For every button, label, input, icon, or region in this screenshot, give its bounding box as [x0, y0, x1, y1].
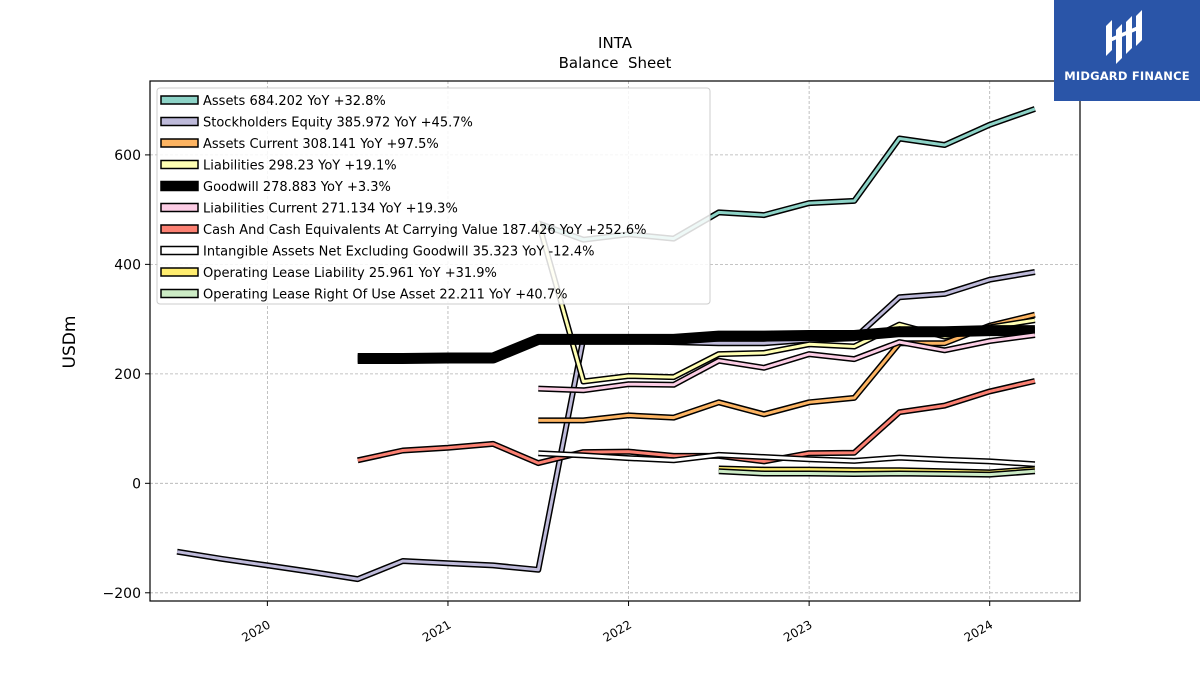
legend-swatch [160, 202, 199, 213]
legend-item: Cash And Cash Equivalents At Carrying Va… [160, 223, 646, 238]
legend-swatch [160, 95, 199, 105]
series-line [357, 379, 1036, 465]
chart-title: INTA [598, 34, 633, 52]
legend-item: Liabilities Current 271.134 YoY +19.3% [160, 202, 458, 217]
legend-label: Cash And Cash Equivalents At Carrying Va… [203, 223, 646, 238]
legend-item: Intangible Assets Net Excluding Goodwill… [160, 245, 594, 260]
legend-item: Goodwill 278.883 YoY +3.3% [160, 180, 391, 195]
legend-label: Assets 684.202 YoY +32.8% [203, 94, 386, 109]
x-tick-label: 2021 [420, 617, 453, 644]
legend-item: Stockholders Equity 385.972 YoY +45.7% [160, 116, 473, 131]
series-1 [176, 269, 1036, 583]
series-2 [538, 311, 1036, 424]
legend-swatch [160, 288, 199, 299]
y-tick-label: 0 [132, 476, 141, 492]
series-line [538, 451, 1035, 466]
plot-frame [149, 80, 1081, 602]
midgard-finance-logo: MIDGARD FINANCE [1054, 0, 1200, 101]
series-line [357, 326, 1035, 363]
legend-swatch [160, 245, 199, 256]
legend-swatch [160, 159, 199, 170]
legend-swatch [160, 116, 199, 127]
series-6 [357, 378, 1036, 467]
series-line [176, 270, 1036, 581]
x-tick-label: 2024 [962, 617, 995, 644]
series-layer [176, 106, 1036, 583]
y-tick-label: −200 [103, 586, 141, 602]
legend-swatch [160, 180, 199, 192]
legend-item: Assets 684.202 YoY +32.8% [160, 94, 386, 109]
series-line [538, 333, 1036, 392]
series-outline [176, 269, 1036, 583]
x-tick-label: 2020 [239, 617, 272, 644]
legend-item: Liabilities 298.23 YoY +19.1% [160, 159, 397, 174]
legend-label: Operating Lease Liability 25.961 YoY +31… [203, 266, 497, 281]
legend-swatch [160, 224, 199, 234]
series-7 [538, 450, 1036, 468]
legend-box [156, 87, 711, 305]
legend-item: Operating Lease Liability 25.961 YoY +31… [160, 266, 497, 281]
legend: Assets 684.202 YoY +32.8% Stockholders Eq… [156, 87, 711, 305]
y-tick-label: 600 [114, 148, 141, 164]
x-tick-label: 2023 [781, 617, 814, 644]
legend-label: Liabilities Current 271.134 YoY +19.3% [203, 202, 458, 217]
legend-label: Intangible Assets Net Excluding Goodwill… [203, 245, 594, 260]
y-axis-label: USDm [60, 316, 80, 369]
series-9 [718, 468, 1036, 478]
y-tick-label: 400 [114, 257, 141, 273]
y-tick-label: 200 [114, 367, 141, 383]
logo-text: MIDGARD FINANCE [1064, 69, 1190, 83]
series-line [718, 469, 1036, 477]
legend-label: Liabilities 298.23 YoY +19.1% [203, 159, 397, 174]
legend-item: Assets Current 308.141 YoY +97.5% [160, 137, 439, 152]
legend-swatch [160, 267, 199, 277]
legend-label: Operating Lease Right Of Use Asset 22.21… [203, 288, 567, 303]
legend-swatch [160, 138, 199, 148]
x-tick-label: 2022 [601, 617, 634, 644]
legend-label: Stockholders Equity 385.972 YoY +45.7% [203, 116, 473, 131]
series-5 [538, 332, 1036, 394]
series-line [538, 313, 1036, 422]
legend-label: Assets Current 308.141 YoY +97.5% [203, 137, 439, 152]
chart-subtitle: Balance Sheet [559, 54, 672, 72]
legend-item: Operating Lease Right Of Use Asset 22.21… [160, 288, 567, 303]
series-outline [357, 378, 1036, 467]
logo-mark-icon [1106, 10, 1142, 64]
series-4 [357, 325, 1035, 364]
legend-label: Goodwill 278.883 YoY +3.3% [203, 180, 391, 195]
